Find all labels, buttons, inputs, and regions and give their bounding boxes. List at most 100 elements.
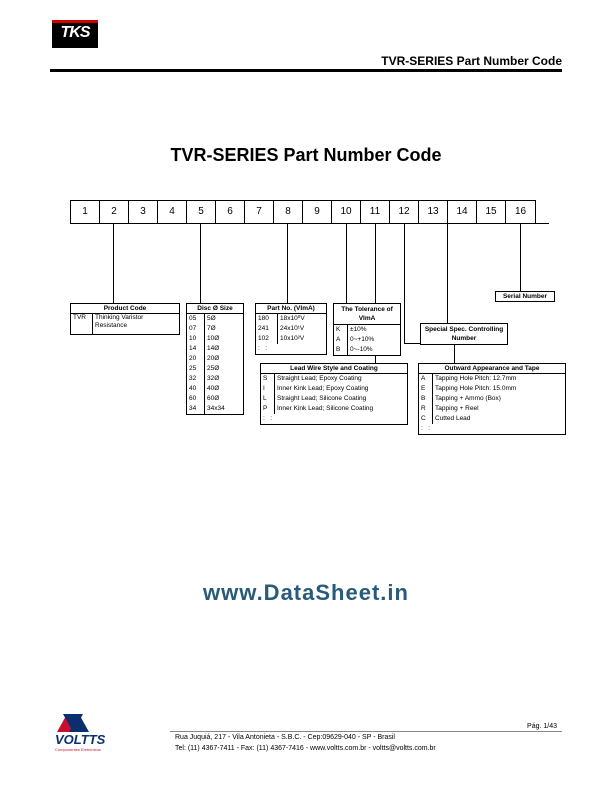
table-header: Product Code	[71, 304, 179, 314]
cell-desc: Tapping Hole Pitch: 15.0mm	[433, 384, 565, 394]
voltts-logo: VOLTTS Componentes Eletrônicos	[55, 712, 145, 752]
position-cell: 10	[332, 201, 361, 223]
cell-code: 05	[187, 314, 205, 324]
cell-code: 34	[187, 404, 205, 414]
table-row: 055Ø	[187, 314, 243, 324]
table-row: K±10%	[334, 325, 400, 335]
position-cell: 1	[71, 201, 100, 223]
voltts-subtitle: Componentes Eletrônicos	[55, 747, 145, 752]
cell-desc: Straight Lead; Silicone Coating	[275, 394, 407, 404]
cell-code: 241	[256, 324, 278, 334]
table-row: 18018x10⁰V	[256, 314, 326, 324]
cell-desc: 0~-10%	[348, 345, 400, 355]
cell-code: TVR	[71, 314, 93, 334]
main-title: TVR-SERIES Part Number Code	[0, 145, 612, 166]
table-row: LStraight Lead; Silicone Coating	[261, 394, 407, 404]
cell-code: 07	[187, 324, 205, 334]
cell-code: P	[261, 404, 275, 414]
cell-desc: 0~+10%	[348, 335, 400, 345]
cell-desc: 5Ø	[205, 314, 243, 324]
table-row: BTapping + Ammo (Box)	[419, 394, 565, 404]
cell-code: C	[419, 414, 433, 424]
cell-desc: 10x10²V	[278, 334, 326, 344]
connector-line	[172, 223, 230, 224]
connector-line	[200, 223, 201, 303]
cell-desc: Tapping Hole Pitch: 12.7mm	[433, 374, 565, 384]
cell-desc: 7Ø	[205, 324, 243, 334]
connector-line	[113, 223, 114, 303]
part-no-table: Part No. (VImA) 18018x10⁰V24124x10¹V1021…	[255, 303, 327, 355]
watermark-text: www.DataSheet.in	[0, 580, 612, 606]
cell-desc: Tapping + Reel	[433, 404, 565, 414]
table-row: 1010Ø	[187, 334, 243, 344]
cell-desc: Thinking Varistor Resistance	[93, 314, 179, 334]
table-row: 3434x34	[187, 404, 243, 414]
connector-line	[404, 223, 405, 343]
cell-code: B	[419, 394, 433, 404]
table-row: ATapping Hole Pitch: 12.7mm	[419, 374, 565, 384]
cell-code: 10	[187, 334, 205, 344]
cell-code: K	[334, 325, 348, 335]
cell-code: 25	[187, 364, 205, 374]
cell-code: I	[261, 384, 275, 394]
cell-code: 20	[187, 354, 205, 364]
connector-line	[419, 223, 477, 224]
position-cell: 4	[158, 201, 187, 223]
special-spec-label: Special Spec. Controlling Number	[420, 323, 508, 345]
table-header: Lead Wire Style and Coating	[261, 364, 407, 374]
cell-desc: 10Ø	[205, 334, 243, 344]
connector-line	[520, 223, 521, 291]
table-row: 6060Ø	[187, 394, 243, 404]
header-bar: TVR-SERIES Part Number Code	[50, 46, 562, 72]
outward-appearance-table: Outward Appearance and Tape ATapping Hol…	[418, 363, 566, 435]
footer-line-1: Rua Juquiá, 217 - Vila Antonieta - S.B.C…	[175, 732, 436, 743]
position-cell: 9	[303, 201, 332, 223]
position-cell: 5	[187, 201, 216, 223]
position-cell: 15	[477, 201, 506, 223]
ellipsis: : :	[256, 344, 326, 354]
connector-line	[287, 223, 288, 303]
table-row: CCutted Lead	[419, 414, 565, 424]
connector-line	[259, 223, 317, 224]
footer-line-2: Tel: (11) 4367-7411 - Fax: (11) 4367-741…	[175, 743, 436, 754]
cell-code: A	[334, 335, 348, 345]
connector-line	[447, 223, 448, 323]
position-cell: 7	[245, 201, 274, 223]
table-row: RTapping + Reel	[419, 404, 565, 414]
cell-code: 180	[256, 314, 278, 324]
table-header: Outward Appearance and Tape	[419, 364, 565, 374]
cell-desc: Inner Kink Lead; Silicone Coating	[275, 404, 407, 414]
lead-wire-table: Lead Wire Style and Coating SStraight Le…	[260, 363, 408, 425]
table-row: PInner Kink Lead; Silicone Coating	[261, 404, 407, 414]
table-row: SStraight Lead; Epoxy Coating	[261, 374, 407, 384]
disc-size-table: Disc Ø Size 055Ø077Ø1010Ø1414Ø2020Ø2525Ø…	[186, 303, 244, 415]
cell-code: 40	[187, 384, 205, 394]
table-header: The Tolerance of VImA	[334, 304, 400, 325]
cell-desc: Straight Lead; Epoxy Coating	[275, 374, 407, 384]
table-row: 4040Ø	[187, 384, 243, 394]
cell-code: A	[419, 374, 433, 384]
cell-desc: 14Ø	[205, 344, 243, 354]
position-cell: 8	[274, 201, 303, 223]
cell-code: 102	[256, 334, 278, 344]
cell-desc: 24x10¹V	[278, 324, 326, 334]
cell-code: S	[261, 374, 275, 384]
serial-number-label: Serial Number	[495, 291, 555, 302]
position-cell: 13	[419, 201, 448, 223]
cell-code: 14	[187, 344, 205, 354]
cell-desc: 20Ø	[205, 354, 243, 364]
position-cell: 3	[129, 201, 158, 223]
position-cell: 11	[361, 201, 390, 223]
tks-logo: TKS	[52, 20, 98, 48]
connector-line	[346, 223, 347, 303]
cell-desc: Inner Kink Lead; Epoxy Coating	[275, 384, 407, 394]
tolerance-table: The Tolerance of VImA K±10%A0~+10%B0~-10…	[333, 303, 401, 356]
position-cell: 6	[216, 201, 245, 223]
cell-code: L	[261, 394, 275, 404]
position-cell: 14	[448, 201, 477, 223]
cell-code: E	[419, 384, 433, 394]
table-row: 2020Ø	[187, 354, 243, 364]
ellipsis: : :	[261, 414, 407, 424]
cell-desc: Cutted Lead	[433, 414, 565, 424]
position-cells: 12345678910111213141516	[70, 200, 536, 224]
